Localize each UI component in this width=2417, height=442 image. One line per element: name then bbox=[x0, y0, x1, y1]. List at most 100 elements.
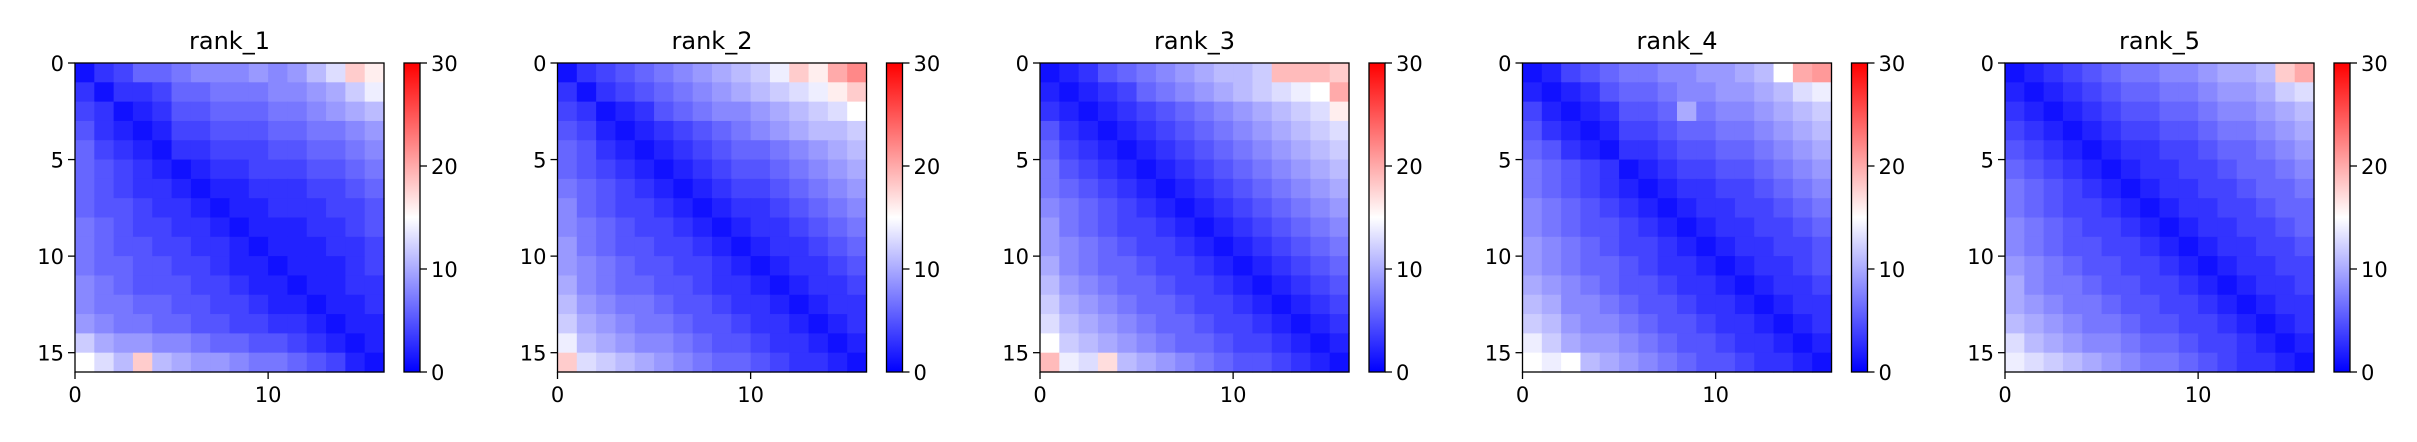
heatmap-cell bbox=[1097, 120, 1118, 141]
heatmap-cell bbox=[287, 256, 308, 277]
heatmap-cell bbox=[1696, 140, 1717, 161]
heatmap-cell bbox=[1599, 256, 1620, 277]
heatmap-cell bbox=[1599, 120, 1620, 141]
heatmap-cell bbox=[1812, 333, 1833, 354]
heatmap-cell bbox=[2294, 198, 2315, 219]
heatmap-cell bbox=[2236, 120, 2257, 141]
heatmap-cell bbox=[1117, 140, 1138, 161]
heatmap-cell bbox=[1252, 333, 1273, 354]
heatmap-cell bbox=[2101, 217, 2122, 238]
heatmap-cell bbox=[364, 333, 385, 354]
heatmap-cell bbox=[75, 275, 95, 296]
chart-title: rank_3 bbox=[1154, 27, 1235, 55]
y-tick-label: 0 bbox=[1498, 52, 1511, 76]
heatmap-cell bbox=[132, 178, 153, 199]
heatmap-cell bbox=[1619, 275, 1639, 296]
heatmap-cell bbox=[1541, 159, 1562, 180]
heatmap-cell bbox=[306, 236, 327, 257]
heatmap-cell bbox=[1580, 352, 1601, 373]
heatmap-cell bbox=[769, 82, 790, 103]
heatmap-cell bbox=[1812, 294, 1833, 315]
heatmap-cell bbox=[1291, 352, 1311, 373]
heatmap-cell bbox=[287, 82, 308, 103]
heatmap-cell bbox=[364, 178, 385, 199]
heatmap-cell bbox=[1117, 217, 1138, 238]
heatmap-cell bbox=[808, 275, 829, 296]
heatmap-cell bbox=[712, 294, 732, 315]
heatmap-cell bbox=[1271, 275, 1292, 296]
heatmap-cell bbox=[287, 294, 308, 315]
heatmap-cell bbox=[2120, 333, 2141, 354]
heatmap-cell bbox=[229, 256, 250, 277]
heatmap-cell bbox=[634, 256, 655, 277]
heatmap-cell bbox=[1271, 63, 1292, 83]
heatmap-cell bbox=[1696, 294, 1717, 315]
heatmap-cell bbox=[1155, 256, 1176, 277]
heatmap-cell bbox=[2043, 178, 2064, 199]
heatmap-cell bbox=[132, 159, 153, 180]
heatmap-cells bbox=[1522, 63, 1833, 373]
heatmap-cell bbox=[2101, 294, 2122, 315]
heatmap-cell bbox=[171, 82, 192, 103]
heatmap-cell bbox=[2294, 217, 2315, 238]
heatmap-cell bbox=[1059, 275, 1080, 296]
heatmap-cell bbox=[1657, 82, 1678, 103]
heatmap-cell bbox=[152, 198, 173, 219]
heatmap-cell bbox=[1580, 294, 1601, 315]
heatmap-cell bbox=[1657, 294, 1678, 315]
heatmap-cell bbox=[2198, 101, 2219, 122]
heatmap-cell bbox=[1792, 198, 1813, 219]
heatmap-cell bbox=[1522, 140, 1543, 161]
heatmap-cell bbox=[673, 236, 694, 257]
heatmap-cell bbox=[1599, 140, 1620, 161]
heatmap-cell bbox=[769, 352, 790, 373]
heatmap-cell bbox=[769, 198, 790, 219]
heatmap-cell bbox=[827, 333, 848, 354]
heatmap-cell bbox=[1291, 256, 1311, 277]
heatmap-cell bbox=[2120, 63, 2141, 83]
heatmap-cell bbox=[2140, 198, 2161, 219]
heatmap-cell bbox=[1252, 275, 1273, 296]
heatmap-cell bbox=[1194, 314, 1215, 334]
heatmap-cell bbox=[1619, 198, 1639, 219]
heatmap-cell bbox=[248, 314, 269, 334]
heatmap-cell bbox=[1155, 120, 1176, 141]
heatmap-cell bbox=[190, 101, 211, 122]
heatmap-cell bbox=[1059, 333, 1080, 354]
heatmap-cell bbox=[1271, 178, 1292, 199]
heatmap-cell bbox=[1136, 101, 1157, 122]
heatmap-cell bbox=[1657, 314, 1678, 334]
heatmap-cell bbox=[94, 198, 115, 219]
heatmap-cell bbox=[229, 294, 250, 315]
heatmap-cell bbox=[1715, 82, 1736, 103]
heatmap-cell bbox=[712, 82, 732, 103]
heatmap-cell bbox=[615, 314, 636, 334]
heatmap-cell bbox=[2120, 101, 2141, 122]
heatmap-cell bbox=[2236, 159, 2257, 180]
heatmap-cell bbox=[1233, 63, 1254, 83]
heatmap-cell bbox=[2275, 198, 2296, 219]
heatmap-cell bbox=[557, 333, 578, 354]
heatmap-cell bbox=[2062, 236, 2083, 257]
heatmap-cell bbox=[1773, 198, 1794, 219]
heatmap-cell bbox=[1561, 178, 1582, 199]
y-tick-label: 15 bbox=[1485, 342, 1512, 366]
heatmap-cell bbox=[1040, 82, 1060, 103]
heatmap-cell bbox=[1252, 352, 1273, 373]
heatmap-cell bbox=[1734, 198, 1755, 219]
heatmap-cell bbox=[1252, 82, 1273, 103]
heatmap-cell bbox=[2217, 159, 2238, 180]
heatmap-cell bbox=[1696, 101, 1717, 122]
heatmap-cell bbox=[152, 352, 173, 373]
heatmap-cell bbox=[789, 178, 810, 199]
heatmap-cell bbox=[1599, 63, 1620, 83]
heatmap-cell bbox=[1561, 159, 1582, 180]
heatmap-cell bbox=[1059, 256, 1080, 277]
heatmap-cell bbox=[1097, 256, 1118, 277]
heatmap-cell bbox=[287, 314, 308, 334]
heatmap-cell bbox=[2024, 236, 2045, 257]
heatmap-cell bbox=[2294, 333, 2315, 354]
heatmap-cell bbox=[654, 63, 674, 83]
colorbar-tick-label: 0 bbox=[914, 361, 927, 385]
heatmap-cell bbox=[673, 294, 694, 315]
